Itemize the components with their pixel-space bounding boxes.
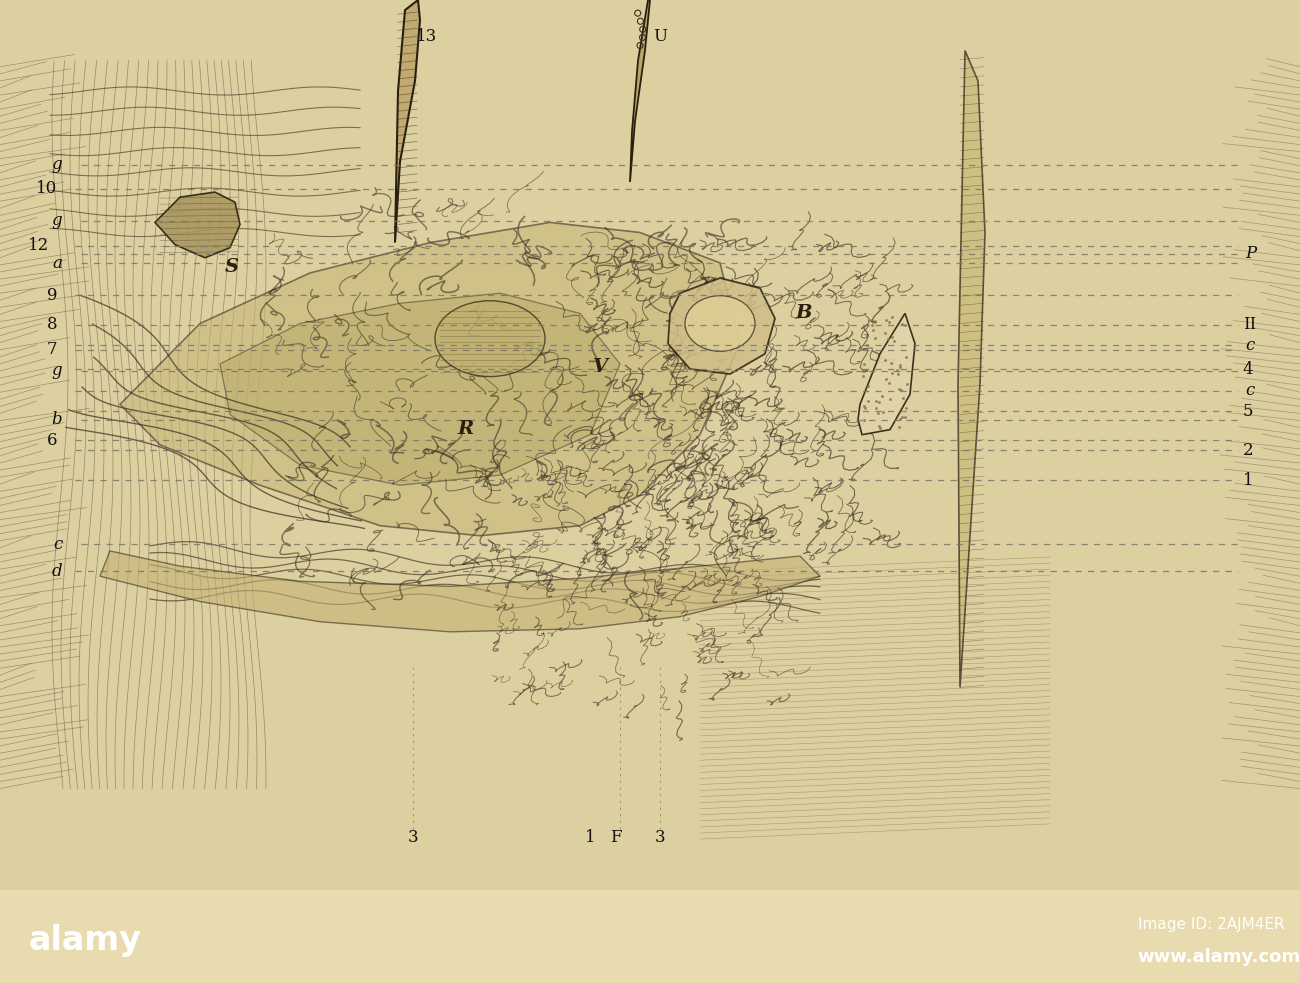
Text: g: g (52, 156, 62, 173)
Text: g: g (52, 212, 62, 229)
Text: g: g (52, 363, 62, 379)
Polygon shape (220, 293, 620, 486)
Text: R: R (458, 420, 473, 437)
Text: 7: 7 (47, 341, 57, 358)
Polygon shape (630, 0, 650, 182)
Text: F: F (611, 829, 621, 846)
Text: c: c (1245, 382, 1254, 399)
Polygon shape (858, 314, 915, 434)
Polygon shape (668, 278, 775, 375)
Polygon shape (155, 192, 240, 258)
Text: U: U (654, 29, 667, 45)
Text: S: S (225, 258, 238, 276)
FancyBboxPatch shape (0, 0, 1300, 890)
Text: a: a (52, 255, 62, 272)
Text: 1: 1 (1243, 472, 1253, 489)
Ellipse shape (685, 296, 755, 351)
Text: 3: 3 (655, 829, 666, 846)
Polygon shape (120, 222, 740, 536)
Polygon shape (958, 50, 985, 687)
Text: c: c (53, 536, 62, 553)
Text: II: II (1243, 317, 1256, 333)
Text: V: V (593, 358, 608, 376)
Polygon shape (100, 550, 820, 632)
Text: 12: 12 (29, 237, 49, 254)
Text: d: d (52, 562, 62, 580)
Text: 3: 3 (408, 829, 419, 846)
Text: 1: 1 (585, 829, 595, 846)
Text: 2: 2 (1243, 441, 1253, 459)
Text: 13: 13 (416, 29, 437, 45)
Text: P: P (1245, 245, 1257, 262)
Text: Image ID: 2AJM4ER: Image ID: 2AJM4ER (1138, 917, 1284, 932)
Text: 10: 10 (36, 180, 57, 198)
Text: www.alamy.com: www.alamy.com (1138, 948, 1300, 966)
Text: 4: 4 (1243, 361, 1253, 377)
Text: 6: 6 (47, 432, 57, 449)
Text: c: c (1245, 336, 1254, 354)
Text: 9: 9 (47, 287, 57, 304)
Ellipse shape (436, 301, 545, 376)
Text: B: B (796, 304, 811, 322)
Polygon shape (395, 0, 420, 243)
Text: b: b (52, 412, 62, 429)
Text: alamy: alamy (29, 924, 142, 956)
Text: 5: 5 (1243, 402, 1253, 420)
Text: 8: 8 (47, 317, 57, 333)
